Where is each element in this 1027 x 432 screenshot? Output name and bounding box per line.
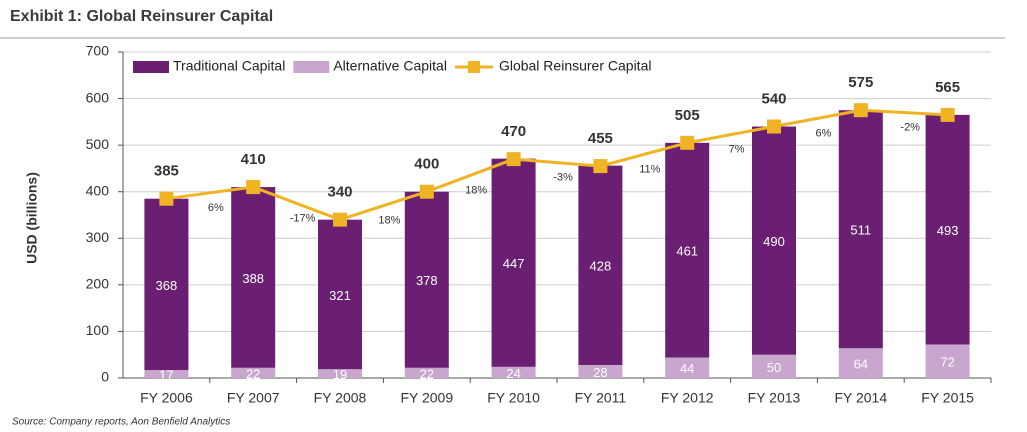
growth-label: 7% (729, 144, 745, 156)
chart-title: Exhibit 1: Global Reinsurer Capital (10, 8, 273, 25)
segment-label: 17 (159, 367, 173, 382)
bar-segment (752, 354, 796, 378)
bar-segment (231, 367, 276, 378)
bar-segment (578, 364, 623, 378)
line-marker (940, 107, 955, 122)
total-label: 470 (501, 123, 526, 140)
x-tick-label: FY 2012 (661, 390, 714, 406)
bar-segment (404, 191, 449, 368)
line-marker (159, 191, 174, 206)
segment-label: 321 (329, 288, 351, 303)
line-marker (506, 152, 521, 167)
total-label: 565 (935, 79, 960, 96)
total-label: 400 (414, 156, 439, 173)
total-label: 505 (675, 107, 700, 124)
bar-segment (665, 142, 710, 358)
x-tick-label: FY 2008 (314, 390, 367, 406)
bar-segment (838, 348, 883, 378)
segment-label: 490 (763, 234, 785, 249)
growth-label: 18% (465, 184, 487, 196)
bar-segment (231, 187, 276, 368)
bar-segment (665, 357, 710, 378)
total-label: 410 (241, 151, 266, 168)
bar-segment (578, 165, 623, 365)
legend-swatch (133, 61, 169, 73)
legend-label: Global Reinsurer Capital (499, 58, 652, 74)
legend-label: Traditional Capital (173, 58, 285, 74)
total-label: 385 (154, 163, 179, 180)
segment-label: 64 (854, 357, 868, 372)
total-label: 340 (327, 184, 352, 201)
total-label: 540 (761, 90, 786, 107)
segment-label: 447 (503, 256, 525, 271)
legend-swatch (467, 61, 480, 73)
line-marker (333, 212, 347, 227)
segment-label: 72 (940, 355, 954, 370)
segment-label: 44 (680, 361, 694, 376)
growth-label: -3% (553, 172, 573, 184)
y-tick-label: 200 (86, 276, 110, 292)
legend-swatch (293, 61, 330, 73)
line (166, 108, 948, 222)
bar-segment (144, 370, 189, 378)
bar-segment (144, 198, 189, 371)
total-label: 575 (848, 74, 873, 91)
x-tick-label: FY 2009 (400, 390, 453, 406)
segment-label: 22 (420, 366, 434, 381)
x-tick-label: FY 2011 (575, 390, 627, 406)
segment-label: 368 (156, 278, 178, 293)
segment-label: 461 (676, 244, 698, 259)
bar-segment (404, 367, 449, 378)
x-tick-label: FY 2013 (748, 390, 801, 406)
x-tick-label: FY 2015 (921, 390, 974, 406)
bar-segment (925, 344, 970, 378)
segment-label: 22 (246, 366, 260, 381)
line-marker (853, 103, 868, 118)
segment-label: 388 (242, 271, 264, 286)
growth-label: -17% (290, 212, 316, 224)
line-marker (767, 119, 781, 134)
bar-segment (491, 366, 536, 378)
y-tick-label: 500 (86, 136, 110, 152)
segment-label: 493 (937, 223, 959, 238)
bar-segment (752, 126, 796, 355)
total-label: 455 (588, 130, 613, 147)
line-marker (680, 135, 695, 150)
growth-label: 6% (815, 127, 831, 139)
line-marker (419, 184, 434, 199)
y-tick-label: 100 (86, 322, 110, 338)
bar-segment (318, 219, 362, 370)
segment-label: 24 (506, 366, 520, 381)
x-tick-label: FY 2006 (140, 390, 193, 406)
bar-segment (318, 369, 362, 378)
y-tick-label: 700 (86, 43, 110, 59)
source: Source: Company reports, Aon Benfield An… (12, 417, 230, 428)
y-tick-label: 600 (86, 89, 110, 105)
growth-label: 11% (639, 163, 660, 175)
segment-label: 378 (416, 273, 438, 288)
bar-segment (925, 114, 970, 345)
line-marker (593, 159, 608, 174)
y-tick-label: 0 (101, 369, 109, 385)
x-tick-label: FY 2010 (487, 390, 540, 406)
legend-label: Alternative Capital (333, 58, 447, 74)
bar-segment (838, 110, 883, 349)
segment-label: 19 (333, 367, 347, 382)
segment-label: 428 (590, 259, 612, 274)
segment-label: 28 (593, 365, 607, 380)
segment-label: 50 (767, 360, 781, 375)
bar-segment (491, 158, 536, 367)
growth-label: -2% (900, 121, 920, 133)
segment-label: 511 (850, 223, 871, 238)
growth-label: 18% (378, 215, 400, 227)
y-tick-label: 300 (86, 229, 110, 245)
x-tick-label: FY 2007 (227, 390, 280, 406)
y-axis-label: USD (billions) (24, 172, 40, 264)
growth-label: 6% (208, 202, 224, 214)
y-tick-label: 400 (86, 182, 110, 198)
line-marker (246, 180, 261, 195)
x-tick-label: FY 2014 (834, 390, 887, 406)
